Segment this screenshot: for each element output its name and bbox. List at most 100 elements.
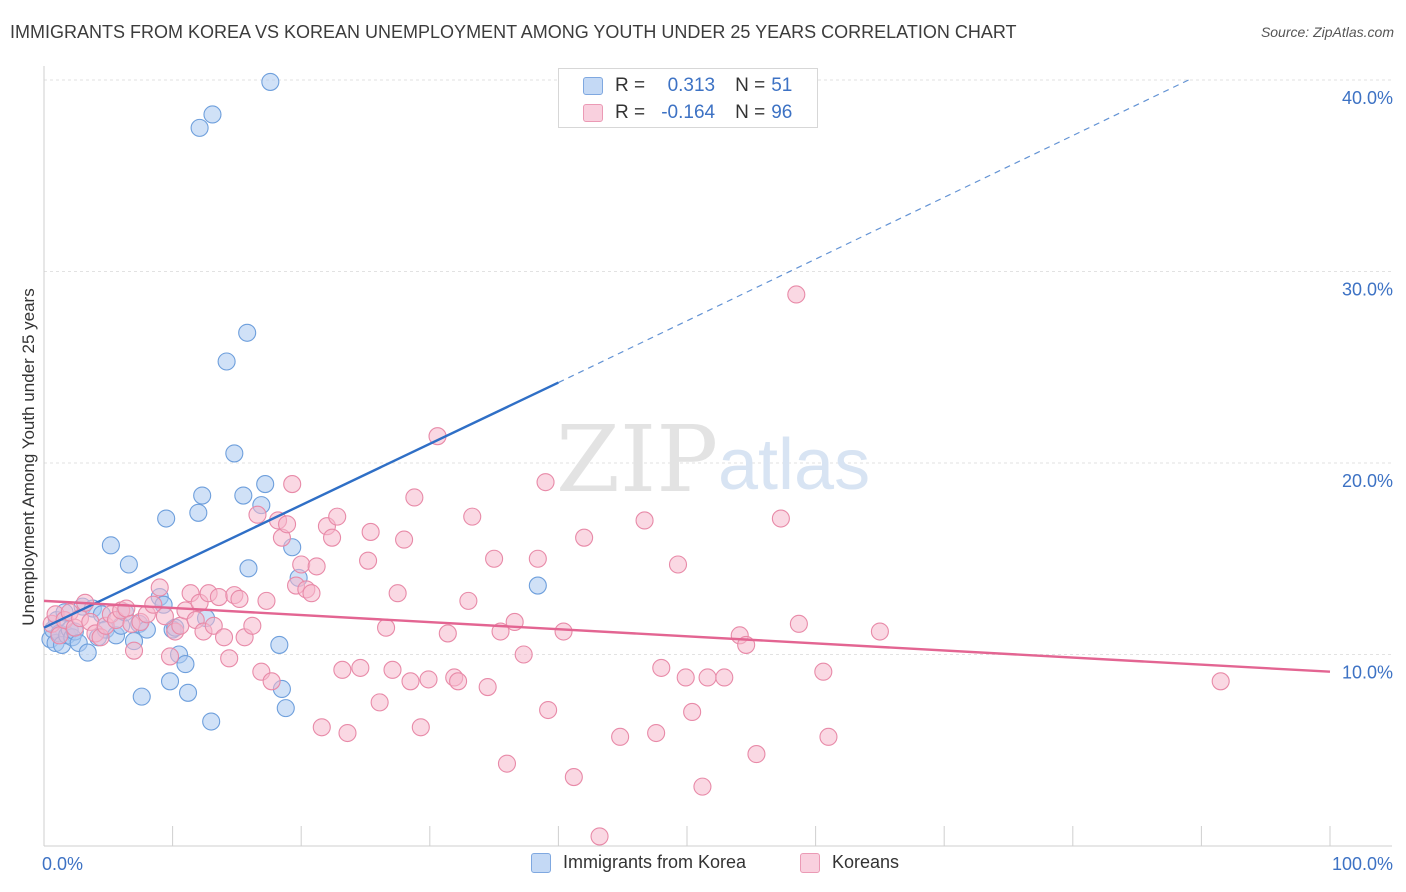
- point-koreans: [230, 589, 249, 609]
- point-koreans: [220, 649, 239, 668]
- swatch-korea: [583, 77, 603, 95]
- point-koreans: [262, 672, 281, 691]
- point-koreans: [1211, 672, 1230, 691]
- point-koreans: [771, 509, 790, 528]
- point-korea: [238, 323, 257, 342]
- watermark-zip: ZIP: [556, 406, 718, 513]
- point-koreans: [789, 614, 808, 633]
- legend-item-koreans[interactable]: Koreans: [800, 852, 899, 873]
- point-koreans: [248, 505, 267, 524]
- stats-row-korea: R = 0.313 N = 51: [583, 74, 792, 98]
- legend-label-koreans: Koreans: [832, 852, 900, 872]
- point-koreans: [160, 647, 180, 666]
- watermark-atlas: atlas: [718, 425, 870, 505]
- point-koreans: [528, 549, 547, 568]
- point-korea: [101, 536, 120, 555]
- n-value: 96: [771, 102, 793, 123]
- point-koreans: [359, 551, 378, 570]
- point-koreans: [539, 700, 558, 720]
- point-koreans: [361, 522, 380, 541]
- point-koreans: [283, 475, 302, 494]
- axes: [43, 66, 1392, 847]
- point-koreans: [312, 718, 331, 737]
- point-koreans: [370, 693, 389, 712]
- point-koreans: [554, 622, 573, 641]
- point-korea: [193, 486, 212, 505]
- tick-labels: 10.0% 20.0% 30.0% 40.0% 0.0% 100.0%: [42, 88, 1393, 874]
- n-label: N =: [735, 75, 766, 96]
- point-koreans: [463, 507, 482, 526]
- stats-legend: R = 0.313 N = 51 R = -0.164 N = 96: [558, 68, 818, 128]
- point-koreans: [819, 727, 838, 746]
- point-korea: [203, 105, 222, 124]
- point-korea: [239, 559, 258, 578]
- legend-item-korea[interactable]: Immigrants from Korea: [531, 852, 746, 873]
- legend-swatch-korea: [531, 852, 551, 873]
- point-koreans: [814, 662, 833, 681]
- point-koreans: [204, 616, 223, 635]
- watermark: ZIP atlas: [556, 406, 870, 513]
- point-korea: [217, 352, 236, 371]
- point-koreans: [405, 488, 424, 507]
- point-korea: [189, 503, 208, 522]
- point-koreans: [676, 668, 695, 687]
- trend-lines: [43, 79, 1331, 673]
- point-koreans: [171, 616, 190, 635]
- point-koreans: [388, 584, 407, 603]
- trend-line-korea: [43, 381, 559, 629]
- n-value: 51: [771, 75, 793, 96]
- point-koreans: [302, 584, 321, 603]
- point-koreans: [117, 599, 136, 618]
- point-koreans: [323, 528, 342, 547]
- point-koreans: [647, 723, 666, 743]
- point-koreans: [50, 626, 69, 645]
- r-label: R =: [615, 75, 646, 96]
- point-korea: [119, 555, 138, 574]
- n-label: N =: [735, 102, 766, 123]
- point-koreans: [292, 555, 311, 574]
- point-korea: [132, 687, 151, 706]
- point-koreans: [514, 645, 533, 664]
- point-koreans: [401, 672, 420, 691]
- point-koreans: [411, 718, 430, 737]
- point-koreans: [536, 473, 555, 492]
- point-koreans: [497, 754, 517, 773]
- y-tick-label: 30.0%: [1342, 280, 1393, 300]
- legend-swatch-koreans: [800, 852, 820, 873]
- point-koreans: [278, 515, 297, 534]
- point-koreans: [693, 777, 712, 796]
- point-koreans: [611, 727, 630, 746]
- point-korea: [176, 655, 195, 674]
- trend-line-koreans: [43, 599, 1331, 673]
- point-koreans: [715, 668, 734, 687]
- point-korea: [160, 672, 180, 691]
- swatch-koreans: [583, 104, 603, 122]
- point-korea: [225, 444, 244, 463]
- point-koreans: [377, 618, 396, 637]
- point-koreans: [351, 658, 370, 677]
- point-koreans: [564, 768, 583, 787]
- point-koreans: [747, 745, 766, 764]
- point-koreans: [575, 528, 594, 547]
- point-koreans: [485, 549, 504, 568]
- point-koreans: [438, 624, 457, 643]
- point-koreans: [419, 670, 438, 689]
- point-korea: [261, 72, 280, 91]
- point-koreans: [787, 285, 806, 304]
- point-koreans: [257, 591, 276, 610]
- point-koreans: [652, 658, 671, 677]
- r-value: 0.313: [667, 75, 716, 96]
- point-korea: [190, 118, 209, 137]
- point-koreans: [459, 591, 478, 610]
- y-axis-label: Unemployment Among Youth under 25 years: [19, 288, 38, 625]
- series-legend: Immigrants from Korea Koreans: [0, 852, 1406, 878]
- point-korea: [178, 683, 198, 702]
- y-tick-label: 20.0%: [1342, 471, 1393, 491]
- point-koreans: [307, 557, 326, 576]
- point-korea: [528, 576, 547, 595]
- r-value: -0.164: [661, 102, 716, 123]
- x-tick-label: 0.0%: [42, 854, 83, 874]
- point-korea: [202, 712, 221, 731]
- point-koreans: [243, 616, 262, 635]
